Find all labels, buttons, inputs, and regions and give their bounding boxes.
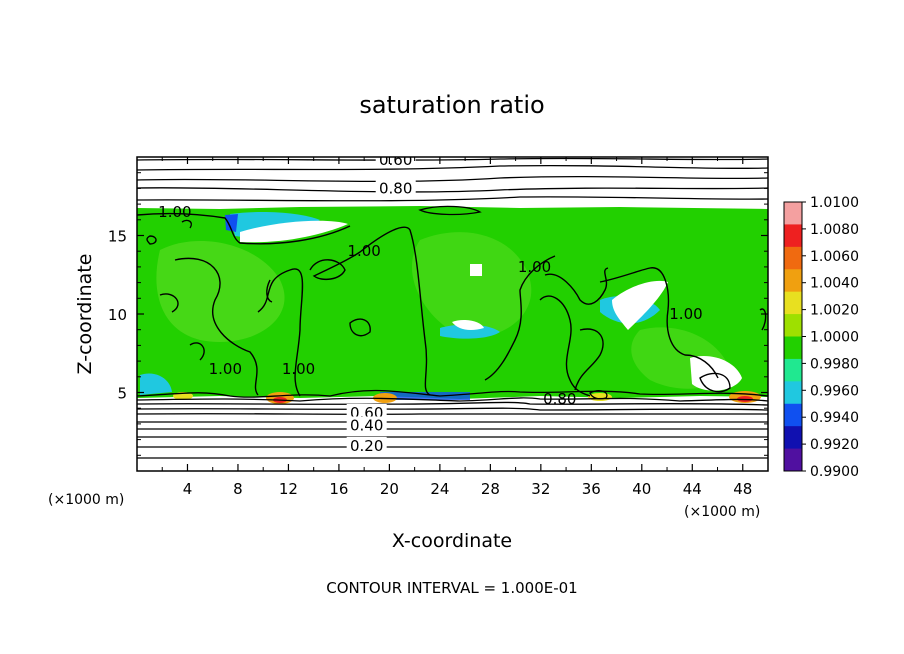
field-hole (470, 264, 482, 276)
contour-interval-note: CONTOUR INTERVAL = 1.000E-01 (326, 579, 577, 597)
contour-label: 0.80 (543, 390, 576, 408)
x-tick-label: 28 (481, 480, 500, 498)
contour-label-bg (346, 416, 387, 433)
field-hole (612, 280, 668, 330)
y-tick-label: 5 (117, 385, 127, 403)
field-patch (140, 373, 172, 395)
x-tick-label: 44 (683, 480, 702, 498)
x-tick-label: 32 (531, 480, 550, 498)
field-patch (440, 324, 500, 339)
colorbar-segment (784, 269, 802, 293)
upper-contours (137, 157, 768, 216)
contour-label-bg (375, 157, 416, 168)
colorbar-segment (784, 291, 802, 315)
colorbar-tick-label: 1.0040 (810, 276, 859, 292)
field-patch (225, 214, 238, 232)
contour-label-bg (346, 403, 387, 420)
field-patch (380, 392, 470, 400)
field-hotspot (588, 393, 612, 401)
x-tick-label: 48 (733, 480, 752, 498)
x-axis-label: X-coordinate (392, 530, 512, 552)
contour-label: 1.00 (158, 203, 191, 221)
x-tick-label: 20 (380, 480, 399, 498)
colorbar-tick-label: 1.0100 (810, 195, 859, 211)
contour-label: 0.60 (379, 151, 412, 169)
colorbar-segment (784, 381, 802, 405)
contour-label: 1.00 (518, 258, 551, 276)
colorbar-segment (784, 314, 802, 337)
contour-labels: 0.600.801.001.001.001.001.00 1.000.800.60… (158, 151, 703, 455)
colorbar-segment (784, 403, 802, 427)
colorbar-tick-label: 0.9920 (810, 437, 859, 453)
chart-title: saturation ratio (359, 91, 544, 119)
y-tick-label: 15 (108, 228, 127, 246)
lower-contours (137, 389, 768, 459)
field-hole (240, 220, 348, 243)
colorbar-tick-label: 1.0080 (810, 222, 859, 238)
x-tick-label: 8 (233, 480, 243, 498)
colorbar-tick-label: 1.0020 (810, 303, 859, 319)
colorbar-tick-label: 0.9900 (810, 464, 859, 480)
plot-field: 0.600.801.001.001.001.001.00 1.000.800.60… (137, 151, 768, 459)
contour-label-bg (346, 436, 387, 453)
x-tick-label: 12 (279, 480, 298, 498)
contour-label-bg (375, 179, 416, 196)
contour-label: 0.20 (350, 437, 383, 455)
x-axis: 4 8 12 16 20 24 28 32 36 40 44 48 (161, 157, 752, 498)
y-tick-label: 10 (108, 306, 127, 324)
field-hotspot (737, 396, 753, 402)
x-tick-label: 16 (329, 480, 348, 498)
colorbar-segment (784, 224, 802, 248)
y-axis: 5 10 15 (108, 172, 768, 456)
y-axis-label: Z-coordinate (74, 254, 96, 375)
contour-label: 0.80 (379, 179, 412, 197)
colorbar-segment (784, 358, 802, 382)
colorbar-tick-label: 1.0000 (810, 330, 859, 346)
x-tick-label: 4 (183, 480, 193, 498)
colorbar: 1.0100 1.0080 1.0060 1.0040 1.0020 1.0000 0.99… (783, 195, 859, 480)
x-tick-label: 40 (632, 480, 651, 498)
colorbar-segment (784, 336, 802, 360)
contour-label: 1.00 (669, 305, 702, 323)
field-patch (411, 232, 532, 337)
colorbar-tick-label: 0.9980 (810, 356, 859, 372)
field-patch (156, 241, 285, 342)
colorbar-segment (784, 202, 802, 225)
colorbar-tick-label: 1.0060 (810, 249, 859, 265)
field-hole (452, 320, 484, 330)
x-unit-right: (×1000 m) (684, 504, 760, 520)
colorbar-tick-label: 0.9940 (810, 410, 859, 426)
colorbar-segment (784, 448, 802, 472)
contour-label: 1.00 (347, 242, 380, 260)
colorbar-segment (784, 246, 802, 270)
colorbar-segment (784, 426, 802, 450)
contour-label: 1.00 (282, 360, 315, 378)
x-tick-label: 36 (582, 480, 601, 498)
contour-label: 1.00 (209, 360, 242, 378)
x-tick-label: 24 (430, 480, 449, 498)
contour-label: 0.40 (350, 416, 383, 434)
colorbar-tick-label: 0.9960 (810, 383, 859, 399)
x-unit-left: (×1000 m) (48, 492, 124, 508)
